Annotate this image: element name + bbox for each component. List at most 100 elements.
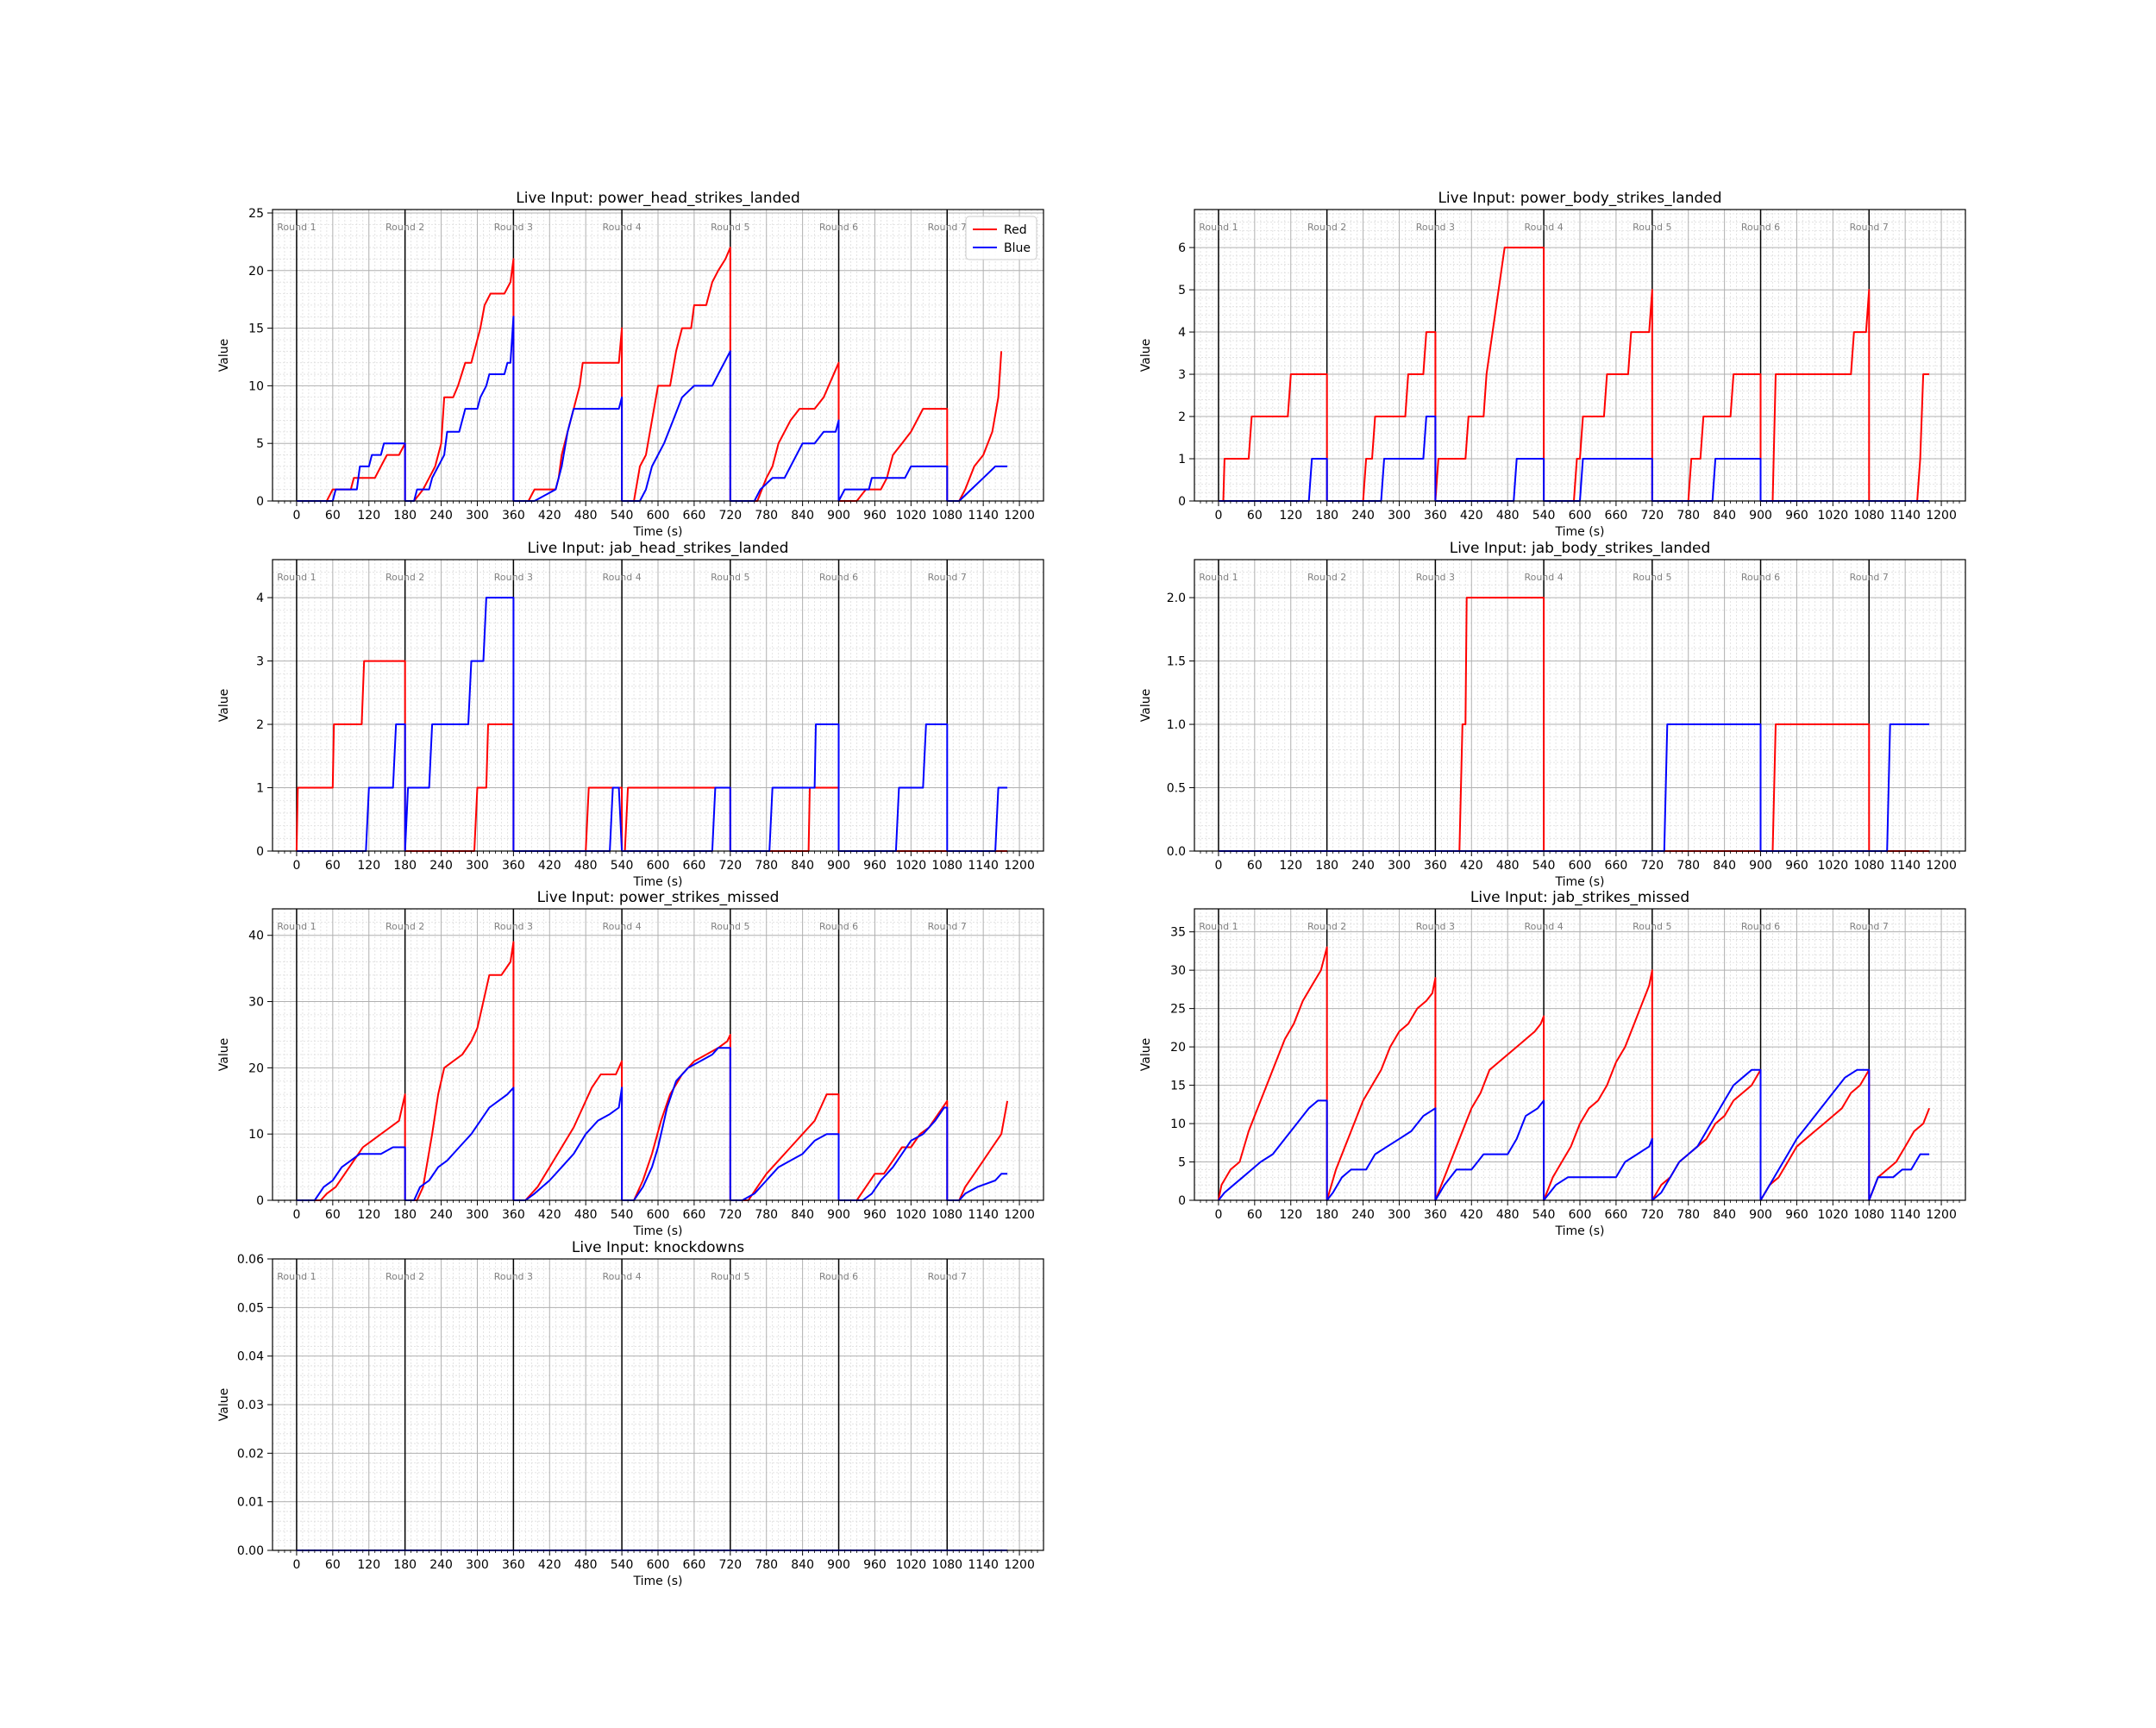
x-tick-label: 660 [683, 1208, 706, 1222]
y-tick-label: 10 [1170, 1118, 1186, 1131]
round-label: Round 5 [711, 222, 749, 233]
y-tick-label: 15 [248, 322, 264, 336]
x-tick-label: 480 [1496, 509, 1520, 523]
subplot-title: Live Input: power_head_strikes_landed [516, 190, 800, 207]
x-tick-label: 1200 [1926, 859, 1957, 873]
y-tick-label: 15 [1170, 1080, 1186, 1093]
round-label: Round 1 [277, 222, 316, 233]
x-tick-label: 1140 [1890, 1208, 1921, 1222]
round-label: Round 7 [928, 222, 967, 233]
y-tick-label: 1.0 [1167, 718, 1186, 732]
y-tick-label: 0.03 [237, 1399, 264, 1412]
legend-label-blue: Blue [1004, 241, 1031, 255]
x-tick-label: 540 [611, 859, 634, 873]
round-label: Round 4 [602, 921, 641, 932]
round-label: Round 1 [1199, 222, 1238, 233]
round-label: Round 6 [819, 1271, 858, 1282]
x-tick-label: 840 [1713, 1208, 1736, 1222]
y-tick-label: 5 [256, 437, 264, 451]
y-tick-label: 25 [1170, 1003, 1186, 1017]
legend: Red Blue [965, 216, 1037, 260]
x-tick-label: 960 [863, 1558, 887, 1572]
x-tick-label: 1020 [896, 509, 927, 523]
x-tick-label: 60 [325, 1208, 341, 1222]
x-tick-label: 720 [1640, 1208, 1664, 1222]
x-tick-label: 240 [1351, 859, 1375, 873]
x-tick-label: 180 [1315, 859, 1338, 873]
y-tick-label: 30 [1170, 964, 1186, 978]
subplot-4: Round 1 Round 2 Round 3 Round 4 Round 5 Round… [1139, 540, 1966, 889]
minor-grid [1194, 559, 1965, 851]
round-label: Round 4 [1524, 572, 1563, 583]
x-tick-label: 960 [863, 509, 887, 523]
x-tick-label: 1140 [968, 509, 999, 523]
y-tick-label: 0 [256, 845, 264, 859]
y-tick-label: 3 [256, 655, 264, 669]
subplot-6: Round 1 Round 2 Round 3 Round 4 Round 5 Round… [1139, 889, 1966, 1238]
y-tick-label: 40 [248, 930, 264, 943]
round-label: Round 3 [494, 921, 533, 932]
x-tick-label: 420 [538, 509, 561, 523]
x-tick-label: 300 [466, 1558, 489, 1572]
round-label: Round 2 [1307, 572, 1346, 583]
series-line-red [1217, 946, 1931, 1201]
x-tick-label: 540 [611, 509, 634, 523]
x-tick-label: 240 [429, 859, 453, 873]
x-tick-label: 1140 [968, 1558, 999, 1572]
x-tick-label: 780 [755, 1208, 778, 1222]
x-tick-label: 420 [538, 1558, 561, 1572]
x-tick-label: 840 [791, 509, 814, 523]
x-tick-label: 420 [538, 859, 561, 873]
x-tick-label: 780 [755, 1558, 778, 1572]
x-tick-label: 180 [393, 1208, 417, 1222]
round-label: Round 5 [711, 921, 749, 932]
y-tick-label: 0.0 [1167, 845, 1186, 859]
x-tick-label: 180 [393, 509, 417, 523]
round-label: Round 3 [1416, 572, 1455, 583]
x-tick-label: 420 [1460, 859, 1483, 873]
round-label: Round 6 [1741, 222, 1780, 233]
y-axis-label: Value [1139, 689, 1153, 722]
round-label: Round 2 [385, 921, 424, 932]
x-tick-label: 1020 [1818, 1208, 1849, 1222]
y-tick-label: 2 [1178, 410, 1186, 424]
round-label: Round 5 [1633, 921, 1671, 932]
x-tick-label: 960 [863, 1208, 887, 1222]
minor-grid [1194, 908, 1965, 1200]
y-tick-label: 0.5 [1167, 782, 1186, 796]
x-tick-label: 60 [325, 509, 341, 523]
minor-grid [1194, 210, 1965, 501]
x-tick-label: 780 [1677, 1208, 1700, 1222]
round-label: Round 5 [1633, 222, 1671, 233]
series-line-blue [1218, 1068, 1930, 1201]
y-tick-label: 1 [256, 782, 264, 796]
round-label: Round 5 [1633, 572, 1671, 583]
y-tick-label: 5 [1178, 284, 1186, 297]
y-axis-label: Value [1139, 339, 1153, 372]
x-tick-label: 120 [1279, 859, 1302, 873]
round-label: Round 2 [1307, 222, 1346, 233]
x-tick-label: 540 [1532, 509, 1556, 523]
x-tick-label: 480 [1496, 859, 1520, 873]
x-tick-label: 240 [429, 1208, 453, 1222]
x-tick-label: 1080 [1853, 509, 1884, 523]
series-line-red [296, 941, 1009, 1201]
x-tick-label: 480 [574, 1208, 598, 1222]
x-tick-label: 300 [466, 1208, 489, 1222]
round-label: Round 3 [494, 222, 533, 233]
major-grid [1194, 560, 1965, 852]
x-axis-label: Time (s) [633, 1224, 683, 1238]
x-tick-label: 900 [1749, 509, 1772, 523]
x-tick-label: 360 [1424, 859, 1447, 873]
y-tick-label: 0.00 [237, 1544, 264, 1558]
x-tick-label: 1200 [1004, 1208, 1035, 1222]
round-label: Round 7 [1850, 572, 1889, 583]
y-axis-label: Value [1139, 1038, 1153, 1071]
x-tick-label: 0 [292, 509, 300, 523]
round-label: Round 1 [277, 1271, 316, 1282]
major-grid [273, 1258, 1044, 1551]
series-line-red [296, 247, 1003, 502]
x-tick-label: 720 [1640, 509, 1664, 523]
x-tick-label: 1140 [968, 1208, 999, 1222]
